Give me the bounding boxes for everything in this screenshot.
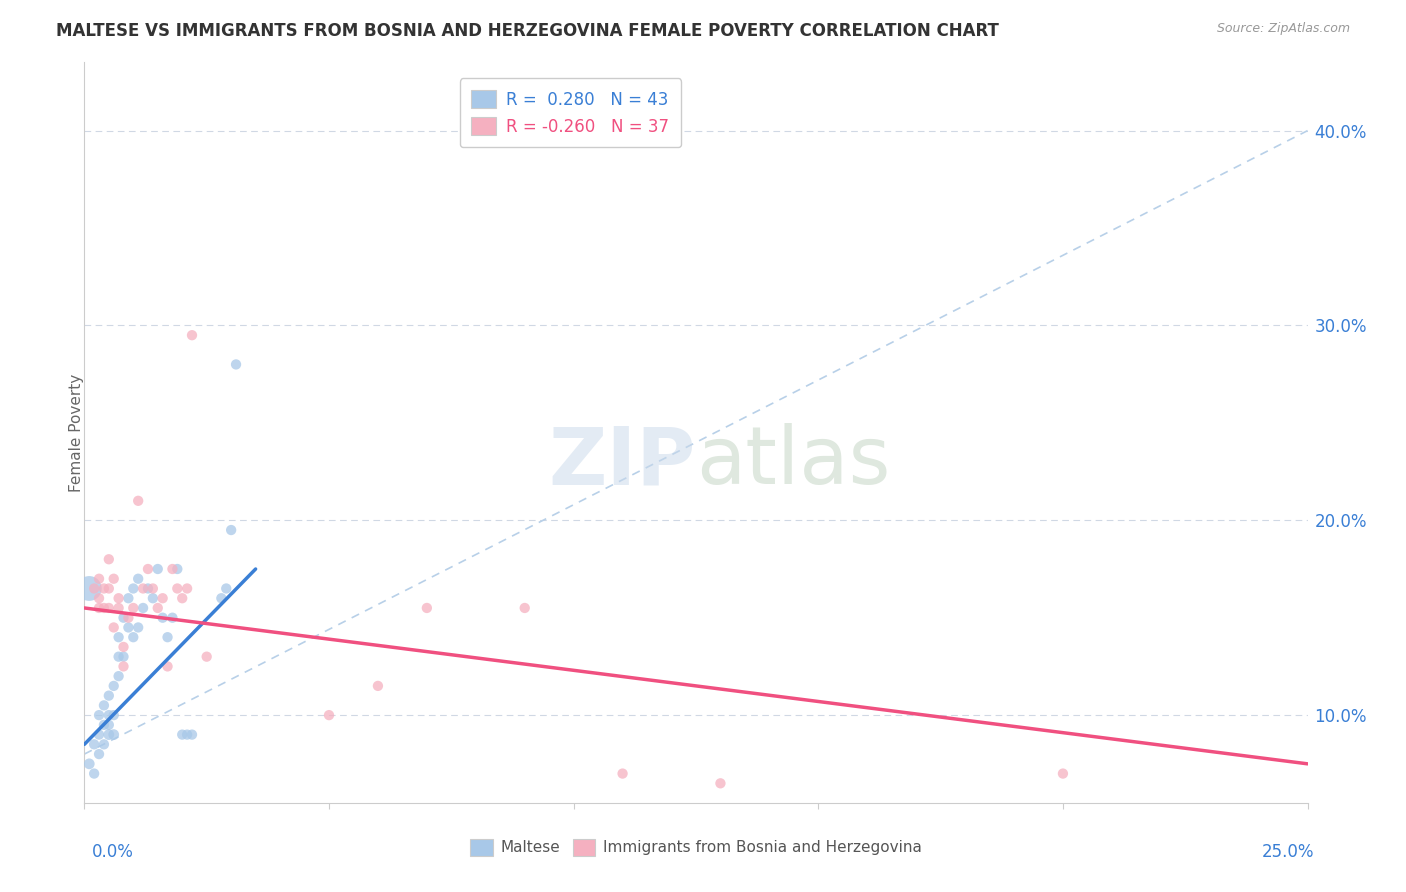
Point (127, 620, 149, 634)
Point (1052, 766, 1074, 780)
Point (142, 582, 165, 596)
Point (112, 659, 135, 673)
Point (172, 591, 194, 606)
Point (87, 572, 110, 586)
Point (166, 562, 188, 576)
Point (181, 328, 204, 343)
Text: ZIP: ZIP (548, 423, 696, 501)
Point (127, 493, 149, 508)
Point (103, 572, 125, 586)
Point (112, 640, 135, 654)
Y-axis label: Female Poverty: Female Poverty (69, 374, 83, 491)
Point (112, 649, 135, 664)
Point (77, 756, 100, 771)
Point (127, 572, 149, 586)
Point (215, 582, 238, 596)
Point (97, 601, 120, 615)
Point (513, 601, 536, 615)
Point (93, 601, 115, 615)
Point (709, 776, 731, 790)
Point (107, 591, 129, 606)
Point (103, 728, 125, 742)
Point (93, 718, 115, 732)
Point (152, 611, 174, 625)
Point (107, 669, 129, 683)
Point (146, 562, 169, 576)
Point (97, 582, 120, 596)
Point (87, 591, 110, 606)
Point (318, 708, 340, 723)
Point (117, 611, 139, 625)
Point (367, 679, 389, 693)
Point (117, 620, 139, 634)
Legend: Maltese, Immigrants from Bosnia and Herzegovina: Maltese, Immigrants from Bosnia and Herz… (464, 833, 928, 862)
Point (97, 728, 120, 742)
Point (162, 611, 184, 625)
Point (77, 582, 100, 596)
Point (176, 582, 198, 596)
Point (103, 620, 125, 634)
Point (195, 649, 218, 664)
Point (181, 728, 204, 742)
Point (87, 708, 110, 723)
Point (142, 591, 165, 606)
Point (97, 718, 120, 732)
Text: 25.0%: 25.0% (1263, 843, 1315, 861)
Point (93, 582, 115, 596)
Point (103, 679, 125, 693)
Point (132, 601, 155, 615)
Point (136, 562, 159, 576)
Point (122, 601, 145, 615)
Point (612, 766, 634, 780)
Point (132, 582, 155, 596)
Point (122, 582, 145, 596)
Point (156, 659, 179, 673)
Point (87, 747, 110, 761)
Point (103, 708, 125, 723)
Point (83, 766, 105, 780)
Point (107, 630, 129, 644)
Point (162, 562, 184, 576)
Point (146, 601, 169, 615)
Point (219, 523, 242, 537)
Point (83, 582, 105, 596)
Point (152, 591, 174, 606)
Point (97, 689, 120, 703)
Point (122, 630, 145, 644)
Point (156, 630, 179, 644)
Point (107, 649, 129, 664)
Text: Source: ZipAtlas.com: Source: ZipAtlas.com (1216, 22, 1350, 36)
Point (107, 601, 129, 615)
Point (225, 358, 247, 372)
Point (83, 737, 105, 751)
Point (87, 728, 110, 742)
Point (93, 737, 115, 751)
Point (117, 591, 139, 606)
Text: 0.0%: 0.0% (91, 843, 134, 861)
Text: MALTESE VS IMMIGRANTS FROM BOSNIA AND HERZEGOVINA FEMALE POVERTY CORRELATION CHA: MALTESE VS IMMIGRANTS FROM BOSNIA AND HE… (56, 22, 1000, 40)
Point (166, 582, 188, 596)
Text: atlas: atlas (696, 423, 890, 501)
Point (136, 582, 159, 596)
Point (93, 698, 115, 713)
Point (172, 728, 194, 742)
Point (87, 601, 110, 615)
Point (209, 591, 232, 606)
Point (416, 601, 439, 615)
Point (97, 708, 120, 723)
Point (112, 611, 135, 625)
Point (176, 728, 198, 742)
Point (97, 552, 120, 566)
